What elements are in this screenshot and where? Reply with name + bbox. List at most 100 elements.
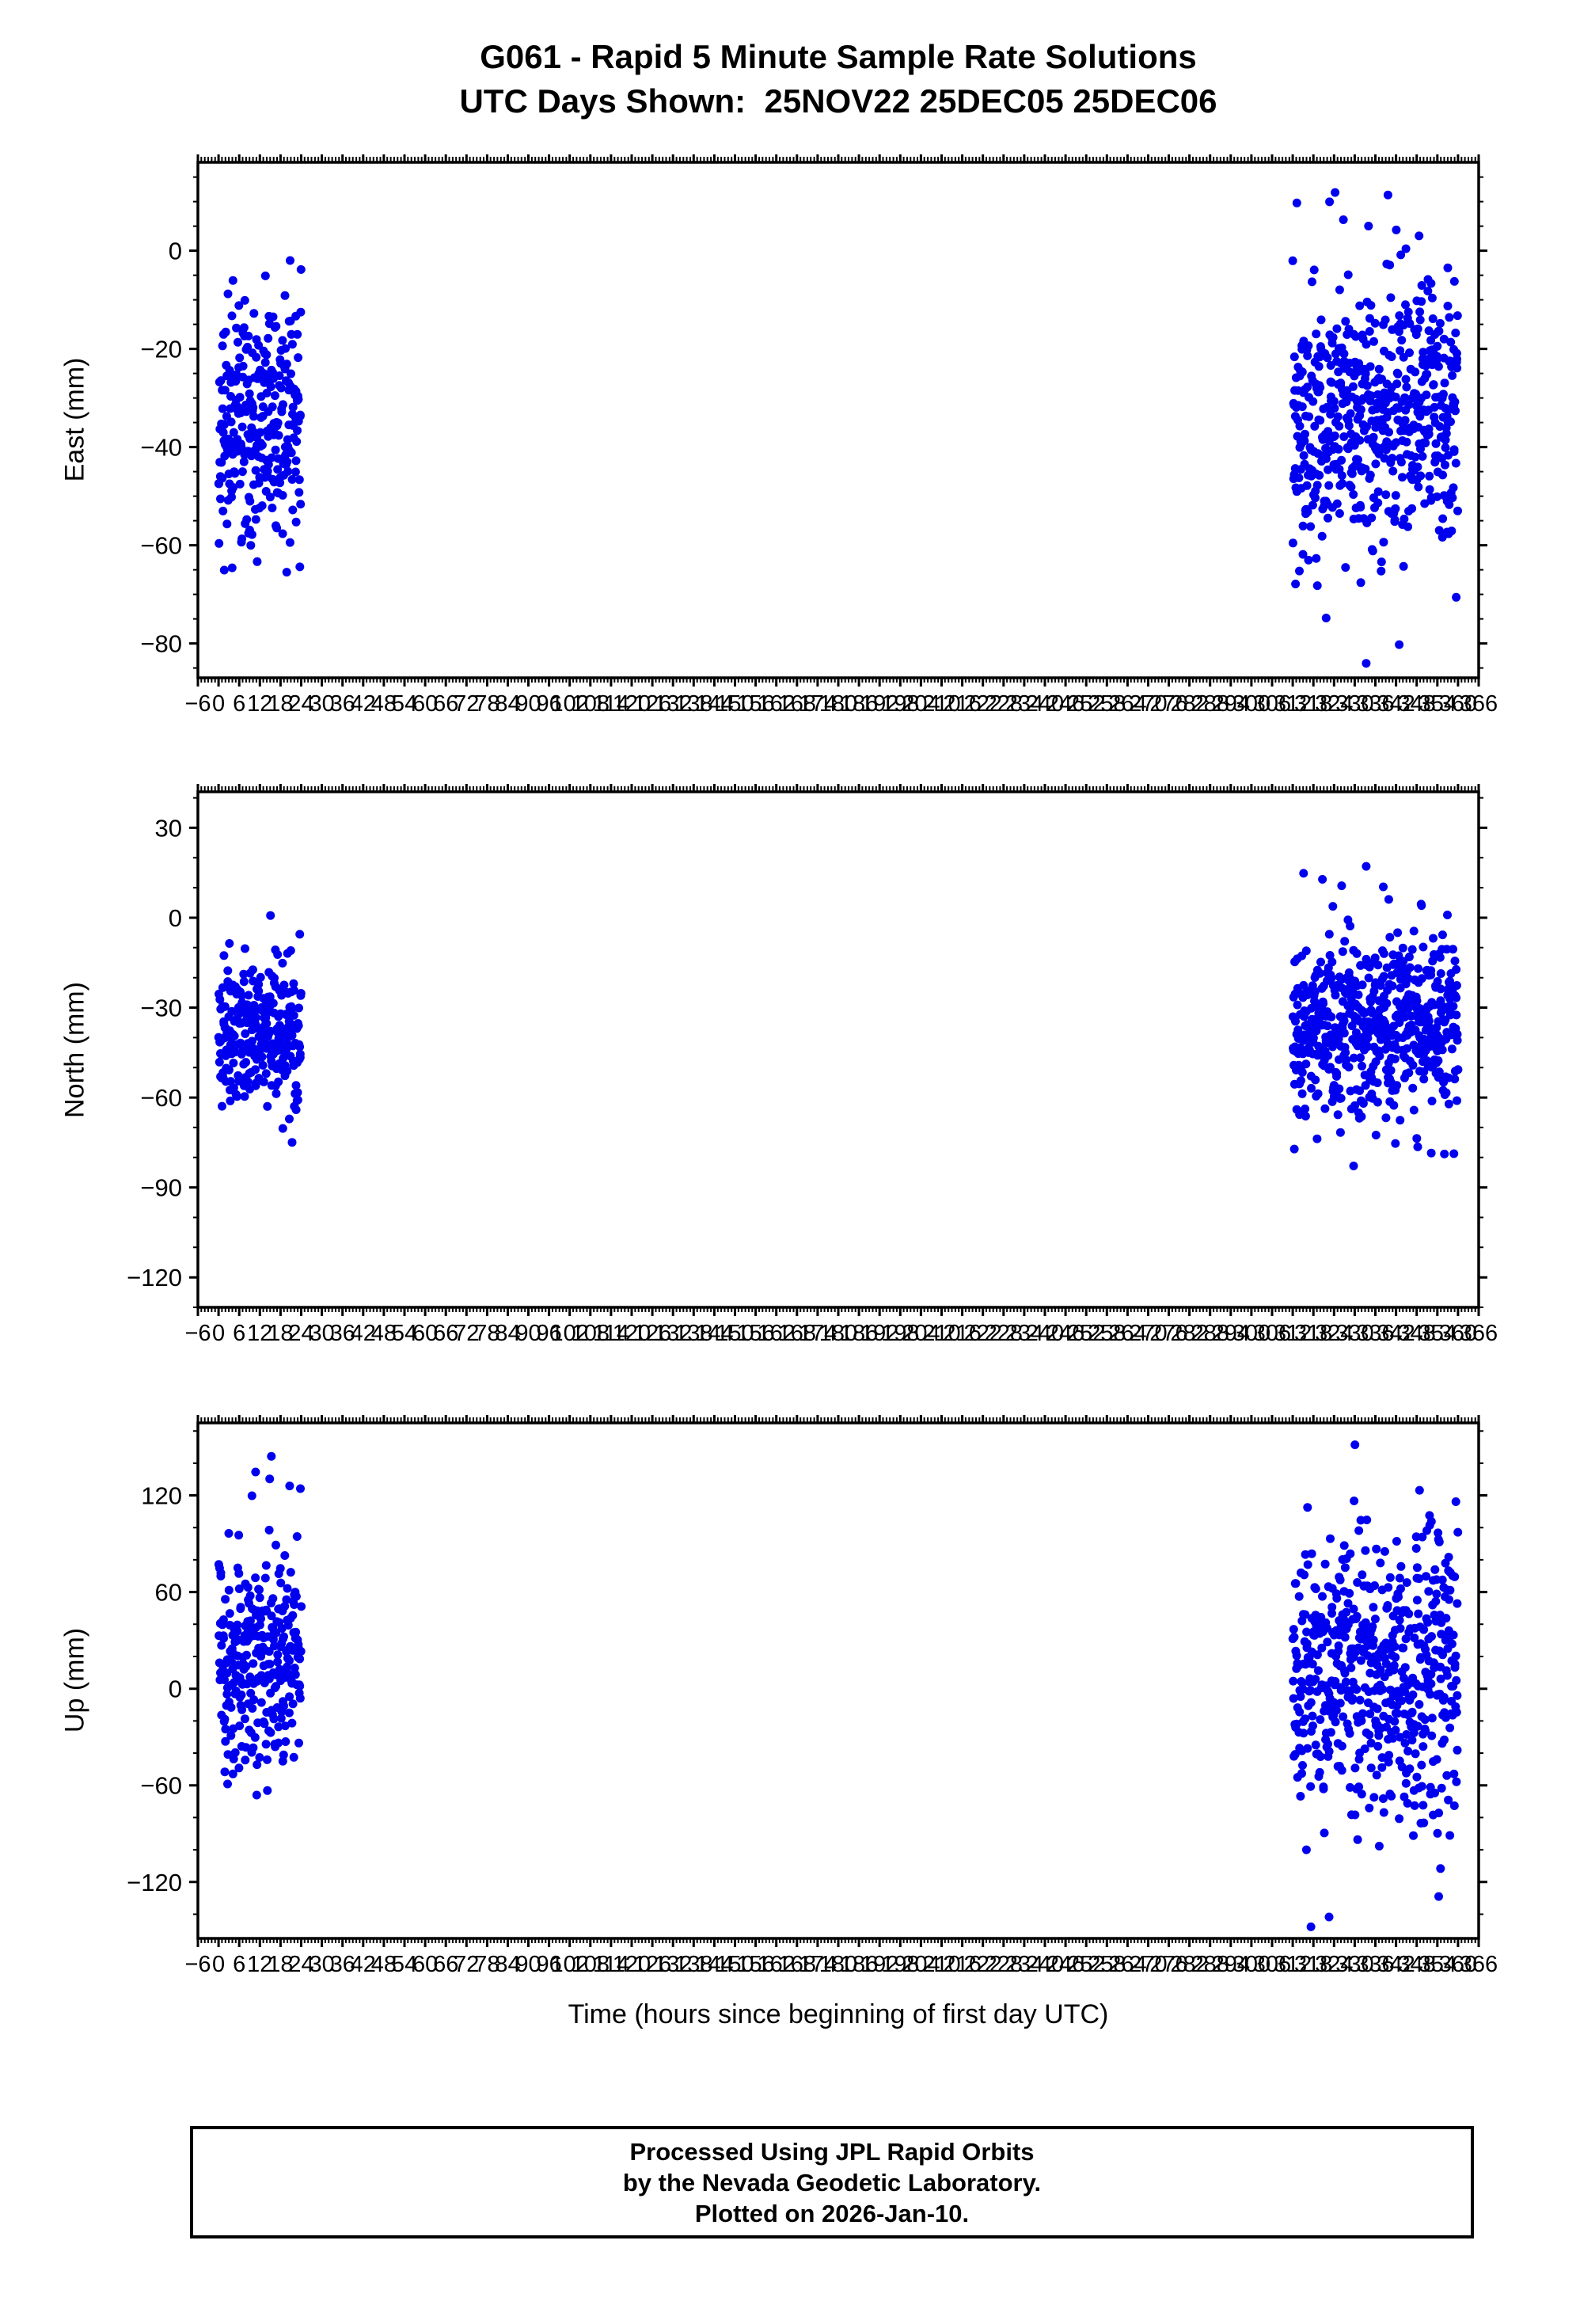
data-point — [229, 428, 238, 437]
data-point — [1415, 307, 1425, 317]
data-point — [1399, 957, 1408, 966]
data-point — [1398, 473, 1407, 482]
data-point — [1412, 1563, 1422, 1573]
data-point — [1374, 1731, 1384, 1740]
data-point — [1428, 314, 1438, 323]
data-point — [1371, 1131, 1381, 1139]
data-point — [1396, 1733, 1404, 1742]
x-tick-label: 222 — [964, 1952, 1002, 1977]
data-point — [220, 1675, 229, 1684]
data-point — [1293, 1000, 1302, 1010]
data-point — [1341, 317, 1350, 326]
data-point — [1358, 980, 1367, 990]
data-point — [1364, 1017, 1373, 1026]
data-point — [1430, 1000, 1439, 1010]
x-tick-label: 162 — [758, 691, 796, 717]
data-point — [1327, 957, 1337, 967]
data-point — [288, 402, 298, 412]
data-point — [1312, 481, 1322, 490]
data-point — [287, 1138, 297, 1147]
east-plot: −6 0 6 121824303642485460667278849096102108… — [140, 154, 1498, 717]
x-tick-label: 312 — [1274, 1952, 1312, 1977]
x-tick-label: 354 — [1419, 1952, 1457, 1977]
data-point — [278, 529, 287, 538]
data-point — [1392, 379, 1402, 389]
data-point — [1399, 1643, 1408, 1653]
data-point — [1369, 337, 1378, 346]
x-tick-label: 180 — [819, 1952, 857, 1977]
data-point — [1402, 437, 1411, 447]
data-point — [1452, 993, 1461, 1002]
data-point — [1431, 1596, 1441, 1606]
data-point — [1411, 1749, 1420, 1759]
data-point — [291, 1670, 300, 1679]
data-point — [1369, 1603, 1378, 1612]
data-point — [1301, 1112, 1310, 1121]
data-point — [1346, 1782, 1354, 1792]
x-tick-label: 312 — [1274, 1321, 1312, 1346]
data-point — [1441, 1088, 1451, 1097]
x-tick-label: 210 — [922, 691, 960, 717]
data-point — [246, 1688, 256, 1698]
data-point — [1320, 1559, 1330, 1569]
minor-ticks — [193, 157, 1483, 683]
data-point — [1409, 1831, 1418, 1840]
x-tick-label: 132 — [654, 1952, 692, 1977]
data-point — [1339, 349, 1349, 359]
x-tick-label: 0 — [212, 1321, 225, 1346]
data-point — [1321, 614, 1331, 622]
data-point — [1357, 1112, 1366, 1121]
major-ticks — [189, 154, 1487, 687]
data-point — [280, 291, 290, 300]
x-tick-label: 330 — [1335, 1321, 1373, 1346]
data-point — [1395, 311, 1404, 321]
x-tick-label: 42 — [351, 1952, 376, 1977]
data-point — [1335, 421, 1344, 431]
data-point — [1379, 538, 1388, 547]
data-point — [1439, 1693, 1449, 1702]
data-point — [273, 418, 283, 428]
data-point — [1417, 901, 1426, 911]
major-ticks — [189, 784, 1487, 1316]
data-point — [270, 973, 279, 983]
data-point — [1356, 405, 1365, 414]
x-tick-labels: −6 0 6 121824303642485460667278849096102108… — [184, 1321, 1498, 1346]
data-point — [1377, 566, 1386, 576]
x-tick-label: 216 — [943, 691, 981, 717]
data-point — [216, 494, 225, 504]
data-point — [1309, 265, 1319, 275]
data-point — [287, 1718, 297, 1728]
data-point — [283, 1067, 292, 1075]
data-point — [245, 1672, 255, 1682]
data-point — [257, 1052, 267, 1062]
data-point — [1350, 1101, 1360, 1110]
data-point — [1407, 945, 1417, 954]
data-point — [1373, 1741, 1383, 1751]
data-point — [241, 1743, 251, 1752]
data-point — [234, 1584, 244, 1593]
data-point — [1308, 500, 1317, 510]
data-point — [1394, 1592, 1403, 1602]
data-point — [1301, 1550, 1310, 1559]
data-point — [249, 412, 258, 421]
data-point — [1399, 561, 1408, 571]
data-point — [1342, 1607, 1351, 1617]
data-point — [223, 1779, 232, 1789]
data-point — [1294, 1592, 1304, 1601]
x-tick-label: 60 — [412, 691, 438, 717]
data-point — [1329, 397, 1339, 406]
data-point — [1331, 188, 1340, 197]
x-tick-label: 270 — [1129, 1952, 1167, 1977]
x-tick-label: 54 — [392, 1321, 417, 1346]
data-point — [1336, 1686, 1346, 1695]
data-point — [1312, 1650, 1322, 1660]
data-point — [294, 394, 303, 404]
data-point — [279, 400, 287, 409]
data-point — [1390, 1642, 1400, 1651]
x-tick-label: 168 — [778, 1321, 816, 1346]
data-point — [226, 417, 236, 427]
data-point — [274, 1077, 283, 1086]
data-point — [1324, 1912, 1334, 1922]
data-point — [1415, 1004, 1425, 1014]
x-tick-label: 42 — [351, 691, 376, 717]
